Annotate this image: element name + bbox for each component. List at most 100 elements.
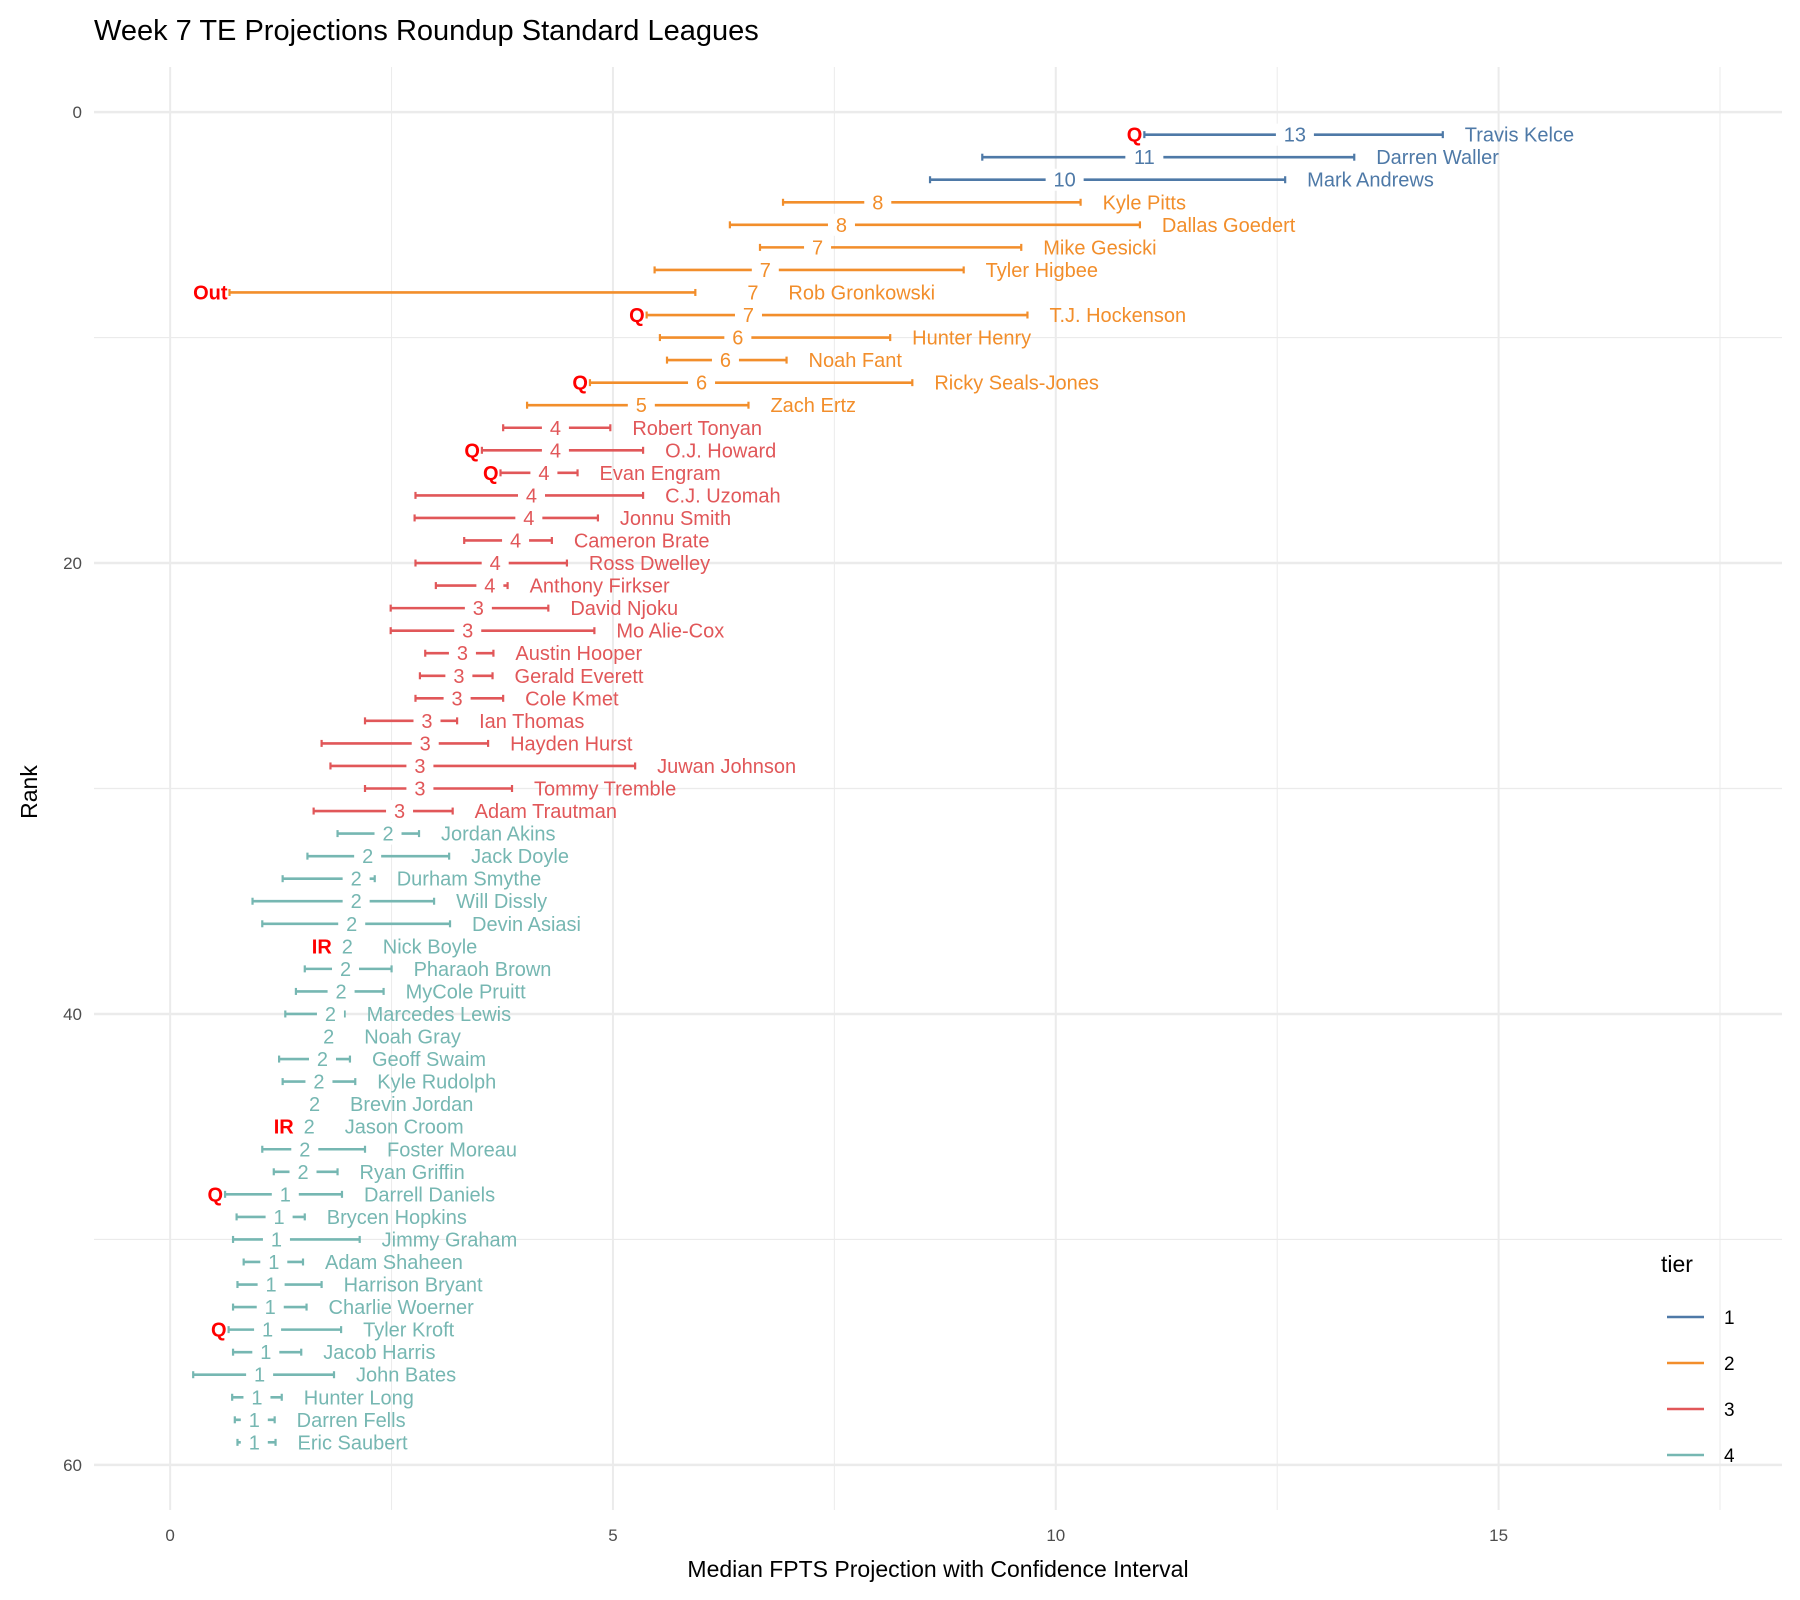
player-row: 6 Hunter Henry — [658, 326, 1031, 350]
legend: tier 1 2 3 4 — [1661, 1251, 1735, 1467]
median-label: 4 — [550, 418, 561, 440]
player-row: 3 Gerald Everett — [418, 664, 644, 688]
median-label-background — [240, 1431, 268, 1454]
y-tick-label: 60 — [63, 1456, 82, 1475]
player-name-label: Eric Saubert — [298, 1432, 408, 1454]
player-row: 2 Devin Asiasi — [261, 912, 581, 936]
median-label: 2 — [382, 824, 393, 846]
x-tick-label: 0 — [165, 1526, 174, 1545]
median-label-background — [448, 642, 476, 665]
player-row: 2 Durham Smythe — [281, 867, 541, 891]
player-name-label: Charlie Woerner — [329, 1297, 475, 1319]
median-label-background — [327, 980, 355, 1003]
player-name-label: Jordan Akins — [441, 824, 556, 846]
median-label: 2 — [309, 1094, 320, 1116]
y-tick-label: 20 — [63, 554, 82, 573]
median-label-background — [724, 326, 752, 349]
median-label-background — [1045, 168, 1084, 191]
player-name-label: Ian Thomas — [479, 711, 584, 733]
median-label-background — [406, 754, 434, 777]
player-row: 2 Jordan Akins — [336, 822, 556, 846]
median-label-background — [1125, 146, 1164, 169]
player-row: 1 Darren Fells — [233, 1408, 406, 1432]
median-label: 7 — [812, 237, 823, 259]
player-name-label: O.J. Howard — [665, 440, 776, 462]
median-label-background — [804, 236, 832, 259]
median-label-background — [627, 394, 655, 417]
median-label-background — [308, 1048, 336, 1071]
median-label-background — [739, 281, 767, 304]
player-name-label: Anthony Firkser — [530, 576, 670, 598]
status-label: Q — [483, 463, 499, 485]
player-name-label: Mike Gesicki — [1043, 237, 1156, 259]
median-label: 1 — [260, 1342, 271, 1364]
player-row: 8 Kyle Pitts — [781, 191, 1186, 214]
median-label: 1 — [254, 1365, 265, 1387]
player-row: 1 Harrison Bryant — [236, 1273, 483, 1297]
player-row: 2 Jason Croom IR — [274, 1115, 464, 1139]
player-row: 4 C.J. Uzomah — [414, 484, 781, 507]
median-label-background — [688, 371, 716, 394]
median-label-background — [316, 1002, 344, 1025]
median-label: 2 — [342, 936, 353, 958]
median-label: 1 — [274, 1207, 285, 1229]
median-label: 2 — [351, 869, 362, 891]
player-name-label: Dallas Goedert — [1162, 215, 1296, 237]
player-row: 1 Tyler Kroft Q — [211, 1318, 455, 1342]
player-row: 10 Mark Andrews — [928, 168, 1434, 192]
player-name-label: Marcedes Lewis — [367, 1004, 512, 1026]
median-label: 2 — [351, 891, 362, 913]
median-label-background — [476, 574, 504, 597]
player-name-label: Darren Waller — [1376, 147, 1499, 169]
x-tick-label: 5 — [608, 1526, 617, 1545]
median-label: 2 — [313, 1072, 324, 1094]
median-label: 2 — [340, 959, 351, 981]
median-label-background — [502, 529, 530, 552]
y-axis-title: Rank — [16, 765, 42, 819]
median-label: 2 — [323, 1027, 334, 1049]
median-label: 6 — [732, 328, 743, 350]
status-label: Q — [629, 305, 645, 327]
median-label: 2 — [336, 981, 347, 1003]
player-row: 1 Darrell Daniels Q — [208, 1183, 495, 1206]
median-label-background — [443, 687, 471, 710]
player-name-label: Nick Boyle — [383, 936, 477, 958]
status-label: IR — [274, 1117, 295, 1139]
player-row: 4 Jonnu Smith — [413, 506, 731, 530]
median-label: 3 — [473, 598, 484, 620]
median-label-background — [374, 822, 402, 845]
player-name-label: Geoff Swaim — [372, 1049, 486, 1071]
player-name-label: Hunter Henry — [912, 328, 1031, 350]
median-label-background — [338, 912, 366, 935]
player-row: 1 Adam Shaheen — [242, 1250, 463, 1274]
player-name-label: Adam Trautman — [475, 801, 617, 823]
median-label-background — [515, 506, 543, 529]
median-label: 1 — [265, 1297, 276, 1319]
median-label: 3 — [414, 756, 425, 778]
median-label-background — [305, 1070, 333, 1093]
player-row: 1 John Bates — [192, 1363, 456, 1387]
player-row: 3 Adam Trautman — [312, 800, 617, 823]
x-tick-label: 10 — [1046, 1526, 1065, 1545]
status-label: Q — [572, 373, 588, 395]
player-name-label: Jack Doyle — [471, 846, 569, 868]
player-name-label: Tyler Higbee — [986, 260, 1098, 282]
player-name-label: Ryan Griffin — [360, 1162, 465, 1184]
player-row: 2 MyCole Pruitt — [294, 980, 526, 1003]
player-name-label: Gerald Everett — [515, 666, 644, 688]
player-row: 11 Darren Waller — [981, 146, 1499, 169]
x-tick-label: 15 — [1489, 1526, 1508, 1545]
median-label: 3 — [414, 779, 425, 801]
median-label: 7 — [747, 282, 758, 304]
player-row: 3 Cole Kmet — [414, 687, 619, 710]
player-row: 7 T.J. Hockenson Q — [629, 304, 1186, 327]
median-label-background — [332, 957, 360, 980]
median-label: 8 — [836, 215, 847, 237]
player-name-label: Will Dissly — [456, 891, 547, 913]
median-label: 2 — [317, 1049, 328, 1071]
median-label-background — [291, 1138, 319, 1161]
player-row: 7 Mike Gesicki — [758, 236, 1157, 259]
player-row: 6 Noah Fant — [665, 349, 902, 372]
player-row: 2 Jack Doyle — [306, 845, 569, 868]
